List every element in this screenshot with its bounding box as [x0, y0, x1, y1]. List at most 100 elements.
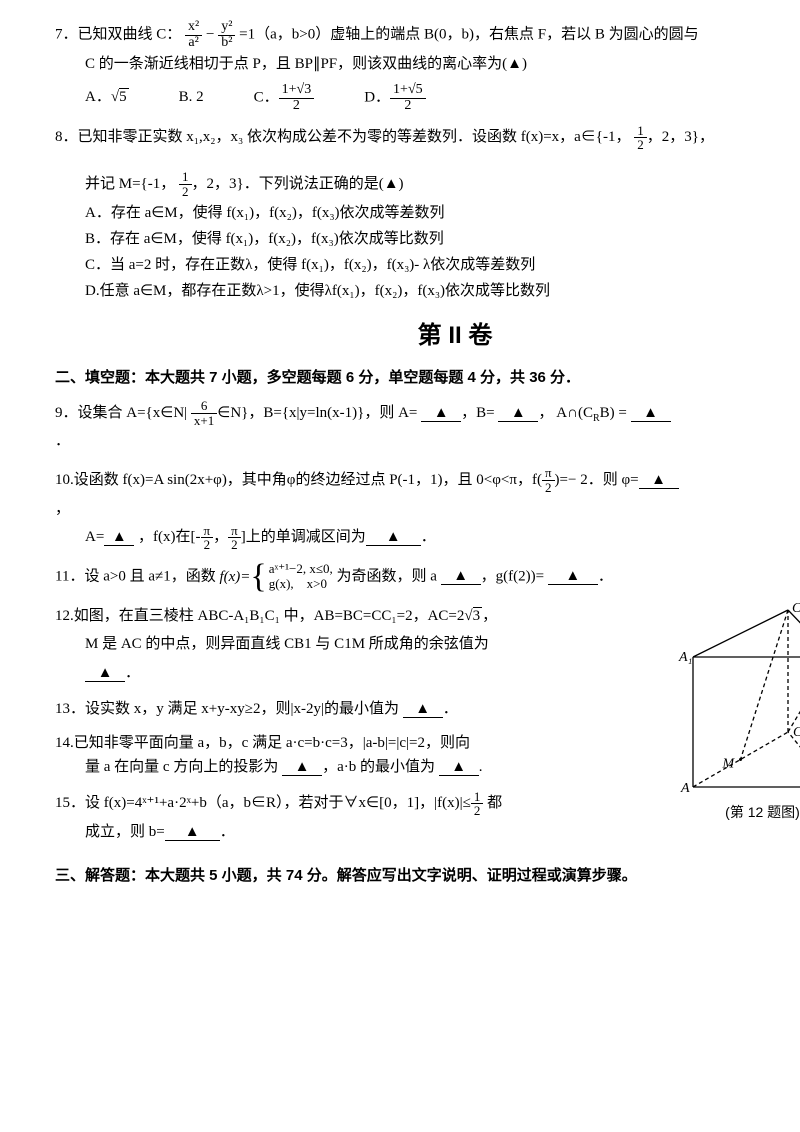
- question-10: 10.设函数 f(x)=A sin(2x+φ)，其中角φ的终边经过点 P(-1，…: [55, 466, 800, 552]
- q7-c-num: 1+√3: [279, 83, 315, 98]
- q11-end: ．: [598, 568, 613, 584]
- q7-frac1: x²a²: [185, 20, 202, 50]
- q8-line2: 并记 M={-1， 12，2，3}．下列说法正确的是(▲): [55, 170, 800, 199]
- blank: ▲: [548, 569, 598, 585]
- q7-choice-a: A．5: [85, 83, 129, 113]
- q12-line2: M 是 AC 的中点，则异面直线 CB1 与 C1M 所成角的余弦值为: [55, 630, 660, 659]
- q7-stem-a: 已知双曲线 C：: [78, 27, 182, 43]
- q10-pi2b-n: π: [228, 524, 241, 538]
- question-9: 9．设集合 A={x∈N| 6x+1∈N}，B={x|y=ln(x-1)}，则 …: [55, 399, 800, 456]
- q7-d-den: 2: [390, 98, 426, 114]
- q15-l2a: 成立，则 b=: [85, 824, 165, 840]
- prism-diagram: ABCA₁B₁C₁M: [673, 602, 800, 797]
- question-11: 11．设 a>0 且 a≠1，函数 f(x)= { aˣ⁺¹−2, x≤0, g…: [55, 562, 800, 592]
- q9-b: ∈N}，B={x|y=ln(x-1)}，则 A=: [217, 405, 421, 421]
- q15-frac-num: 1: [471, 790, 484, 804]
- svg-text:A: A: [680, 781, 690, 796]
- q15-frac-den: 2: [471, 803, 484, 818]
- q12-figure: ABCA₁B₁C₁M (第 12 题图): [670, 602, 800, 826]
- q12-row: 12.如图，在直三棱柱 ABC-A₁B₁C₁ 中，AB=BC=CC₁=2，AC=…: [55, 602, 800, 857]
- q7-frac1-den: a²: [185, 35, 202, 51]
- q14-num: 14.: [55, 735, 74, 751]
- q8-stem-a: 已知非零正实数 x₁,x₂，x₃ 依次构成公差不为零的等差数列．设函数 f(x)…: [78, 129, 631, 145]
- q9-frac-den: x+1: [191, 413, 217, 428]
- question-13: 13．设实数 x，y 满足 x+y-xy≥2，则|x-2y|的最小值为 ▲．: [55, 697, 660, 721]
- q10-l2a: A=: [85, 529, 104, 545]
- q15-a: 设 f(x)=4ˣ⁺¹+a·2ˣ+b（a，b∈R），若对于∀x∈[0，1]，|f…: [85, 795, 471, 811]
- triangle-icon: ▲: [295, 759, 310, 775]
- q14-l2a: 量 a 在向量 c 方向上的投影为: [85, 759, 282, 775]
- blank: ▲: [165, 825, 220, 841]
- triangle-icon: ▲: [386, 529, 401, 545]
- q9-a: 设集合 A={x∈N|: [78, 405, 188, 421]
- q15-b: 都: [483, 795, 502, 811]
- q11-case1: aˣ⁺¹−2, x≤0,: [269, 562, 333, 577]
- blank: ▲: [439, 760, 479, 776]
- q8-line1: 8．已知非零正实数 x₁,x₂，x₃ 依次构成公差不为零的等差数列．设函数 f(…: [55, 123, 800, 152]
- q14-end: .: [479, 759, 483, 775]
- svg-text:M: M: [721, 756, 735, 771]
- q12-rad: 3: [473, 607, 483, 624]
- section-2-head: 二、填空题：本大题共 7 小题，多空题每题 6 分，单空题每题 4 分，共 36…: [55, 364, 800, 393]
- q12-num: 12.: [55, 608, 74, 624]
- triangle-icon: ▲: [112, 529, 127, 545]
- q9-frac: 6x+1: [191, 399, 217, 427]
- q8-num: 8．: [55, 129, 78, 145]
- q7-a-rad: 5: [119, 88, 129, 105]
- q10-b: )=− 2．则 φ=: [555, 472, 639, 488]
- q11-fx: f(x)=: [219, 563, 250, 592]
- sqrt-icon: 5: [111, 83, 129, 112]
- q9-end: ．: [55, 427, 800, 456]
- q10-pi2a: π2: [201, 524, 214, 552]
- q15-num: 15．: [55, 795, 85, 811]
- q9-frac-num: 6: [191, 399, 217, 413]
- q13-num: 13．: [55, 701, 85, 717]
- q12-left: 12.如图，在直三棱柱 ABC-A₁B₁C₁ 中，AB=BC=CC₁=2，AC=…: [55, 602, 660, 857]
- q12-b: ，: [482, 608, 497, 624]
- q9-e: B) =: [600, 405, 631, 421]
- q12-line1: 12.如图，在直三棱柱 ABC-A₁B₁C₁ 中，AB=BC=CC₁=2，AC=…: [55, 602, 660, 631]
- q11-piecewise: f(x)= { aˣ⁺¹−2, x≤0, g(x), x>0: [219, 562, 332, 592]
- blank: ▲: [639, 473, 679, 489]
- q10-l2c: ，: [213, 529, 228, 545]
- q8-stem-b: ，2，3}，: [647, 129, 714, 145]
- q9-d: ， A∩(C: [538, 405, 593, 421]
- q9-c: ，B=: [461, 405, 498, 421]
- q7-frac1-num: x²: [185, 20, 202, 35]
- q7-line1: 7．已知双曲线 C： x²a² − y²b² =1（a，b>0）虚轴上的端点 B…: [55, 20, 800, 50]
- q7-line2: C 的一条渐近线相切于点 P，且 BP∥PF，则该双曲线的离心率为(▲): [55, 50, 800, 79]
- q12-a: 如图，在直三棱柱 ABC-A₁B₁C₁ 中，AB=BC=CC₁=2，AC=2: [74, 608, 465, 624]
- q10-pi2b: π2: [228, 524, 241, 552]
- q11-a: 设 a>0 且 a≠1，函数: [84, 568, 215, 584]
- q9-sub: R: [593, 413, 600, 424]
- q15-frac: 12: [471, 790, 484, 818]
- q12-figlabel: (第 12 题图): [670, 799, 800, 826]
- q10-pi2: π2: [542, 466, 555, 494]
- q8-opt-c: C．当 a=2 时，存在正数λ，使得 f(x₁)，f(x₂)，f(x₃)- λ依…: [55, 253, 800, 277]
- q7-d-pre: D．: [364, 90, 390, 106]
- q14-l2b: ，a·b 的最小值为: [322, 759, 439, 775]
- q10-end: ．: [421, 529, 436, 545]
- blank: ▲: [403, 702, 443, 718]
- blank: ▲: [441, 569, 481, 585]
- spacer: [55, 152, 800, 170]
- q13-end: ．: [443, 701, 458, 717]
- svg-text:C: C: [793, 725, 800, 740]
- q7-d-num: 1+√5: [390, 83, 426, 98]
- q8-line2b: ，2，3}．下列说法正确的是(▲): [192, 176, 404, 192]
- svg-text:C₁: C₁: [792, 602, 800, 616]
- q11-num: 11．: [55, 568, 84, 584]
- q9-num: 9．: [55, 405, 78, 421]
- blank: ▲: [104, 530, 134, 546]
- q13-a: 设实数 x，y 满足 x+y-xy≥2，则|x-2y|的最小值为: [85, 701, 403, 717]
- q8-line2a: 并记 M={-1，: [85, 176, 175, 192]
- q11-case2: g(x), x>0: [269, 577, 333, 592]
- q10-line2: A=▲ ，f(x)在[-π2，π2]上的单调减区间为▲．: [55, 523, 800, 552]
- triangle-icon: ▲: [434, 405, 449, 421]
- triangle-icon: ▲: [651, 472, 666, 488]
- q7-choice-c: C．1+√32: [254, 83, 315, 113]
- q8-frac2: 12: [179, 170, 192, 198]
- q7-c-pre: C．: [254, 90, 279, 106]
- q8-frac-num: 1: [634, 124, 647, 138]
- q7-minus: −: [206, 27, 214, 43]
